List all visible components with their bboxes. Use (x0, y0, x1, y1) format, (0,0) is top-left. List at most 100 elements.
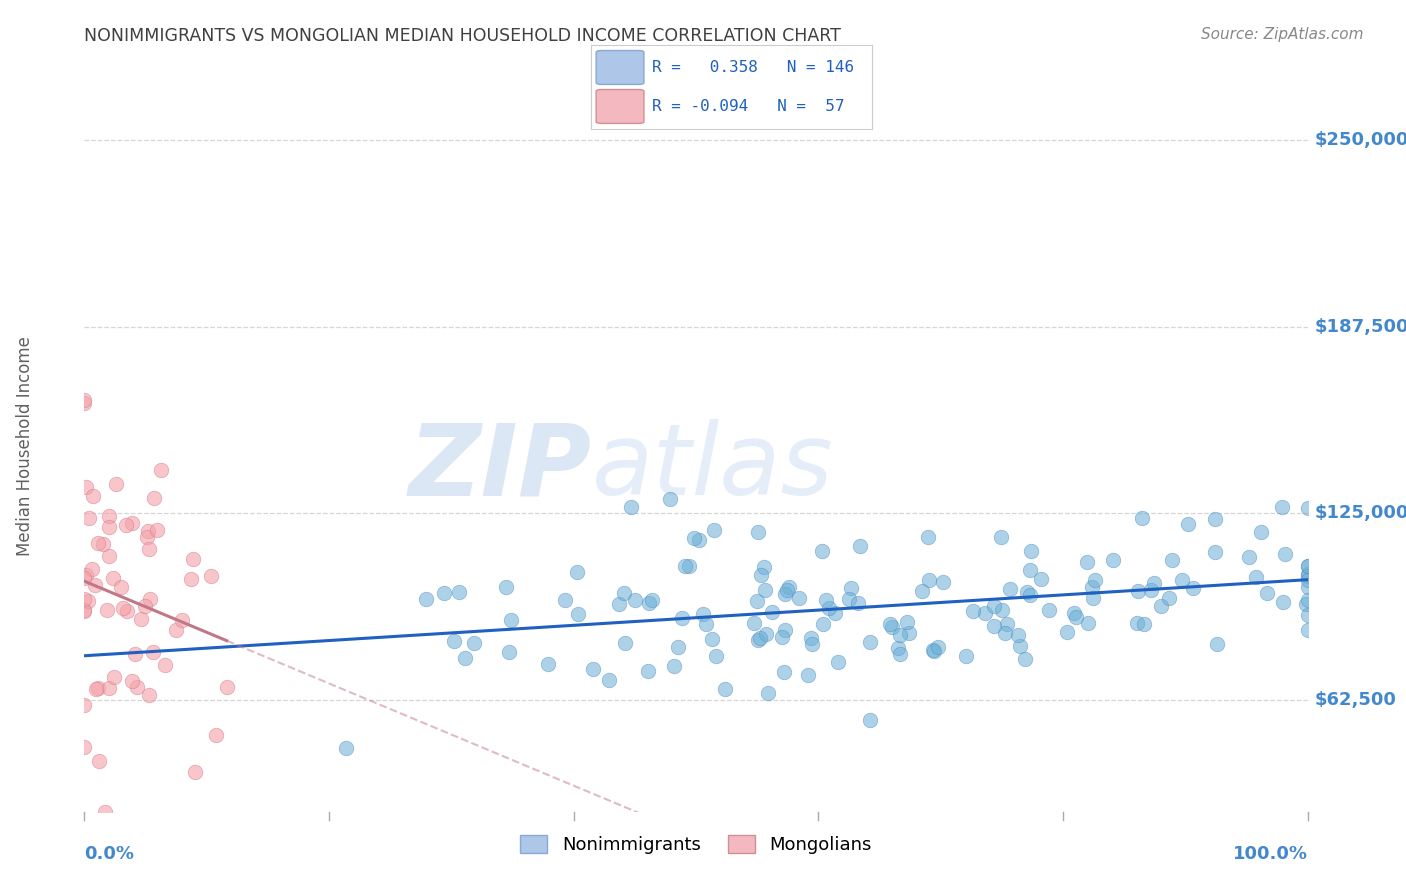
Point (1256, 585, 1278, 599)
Point (896, 615, 918, 630)
Point (200, 569, 222, 583)
Point (1296, 593, 1319, 607)
Point (75, 567, 97, 582)
Point (463, 636, 485, 650)
Point (1014, 652, 1036, 666)
Point (1130, 511, 1153, 525)
Point (754, 582, 776, 597)
Point (770, 631, 793, 645)
Point (662, 659, 685, 673)
Point (813, 617, 835, 632)
Point (927, 640, 949, 654)
Point (73, 392, 96, 407)
Point (995, 616, 1018, 631)
Point (917, 530, 939, 544)
Point (879, 617, 901, 632)
Point (983, 619, 1005, 633)
Point (82, 489, 104, 503)
Point (932, 574, 955, 589)
Point (1296, 580, 1319, 594)
Point (668, 640, 690, 654)
Point (1239, 549, 1261, 564)
Point (205, 728, 228, 742)
Point (815, 592, 838, 607)
Point (1250, 524, 1272, 539)
Point (1084, 573, 1107, 587)
Point (898, 626, 921, 640)
Point (1296, 500, 1319, 515)
Point (498, 645, 520, 659)
Point (1077, 615, 1099, 630)
Point (1246, 570, 1268, 584)
Point (73, 571, 96, 585)
Point (134, 599, 156, 614)
Point (1126, 584, 1149, 599)
Point (1204, 544, 1226, 558)
Point (138, 592, 160, 607)
Point (1007, 628, 1029, 642)
Point (756, 686, 779, 700)
Point (84, 578, 107, 592)
Point (146, 523, 169, 537)
Point (1157, 591, 1180, 606)
Point (1160, 553, 1182, 567)
Point (678, 558, 700, 573)
Point (859, 713, 882, 727)
Point (443, 633, 465, 648)
Point (703, 523, 725, 537)
Point (98, 681, 121, 695)
Point (94, 805, 117, 819)
Point (86, 681, 108, 695)
Point (911, 584, 934, 599)
Text: R = -0.094   N =  57: R = -0.094 N = 57 (652, 99, 845, 114)
Point (640, 592, 662, 607)
Text: $250,000: $250,000 (1315, 131, 1406, 149)
Point (973, 606, 995, 620)
Point (121, 674, 143, 689)
Point (183, 552, 205, 566)
Point (77, 511, 100, 525)
Point (683, 531, 706, 545)
Point (103, 670, 125, 684)
Point (748, 631, 770, 645)
Point (165, 623, 187, 637)
Point (1295, 598, 1317, 612)
Point (499, 613, 522, 627)
Point (773, 587, 796, 601)
Point (433, 586, 456, 600)
Point (658, 492, 681, 507)
Point (97, 549, 120, 564)
Point (889, 628, 911, 642)
Text: 0.0%: 0.0% (84, 845, 135, 863)
Point (827, 655, 849, 669)
Point (921, 643, 943, 657)
Point (747, 524, 769, 539)
Point (607, 597, 630, 611)
Point (706, 649, 728, 664)
Point (598, 673, 620, 687)
Point (1296, 573, 1319, 587)
Point (702, 632, 724, 646)
Point (637, 664, 659, 678)
Point (105, 477, 128, 491)
Point (129, 612, 152, 626)
Point (170, 613, 193, 627)
Point (215, 680, 238, 694)
Point (537, 657, 560, 672)
Text: ZIP: ZIP (409, 419, 592, 516)
Point (582, 662, 605, 676)
Text: NONIMMIGRANTS VS MONGOLIAN MEDIAN HOUSEHOLD INCOME CORRELATION CHART: NONIMMIGRANTS VS MONGOLIAN MEDIAN HOUSEH… (84, 27, 841, 45)
Point (567, 607, 589, 621)
Point (886, 641, 908, 656)
Point (1296, 566, 1319, 581)
Point (749, 567, 772, 582)
Point (778, 580, 800, 594)
Point (1296, 569, 1319, 583)
Point (752, 560, 775, 574)
Point (1080, 580, 1102, 594)
Point (761, 605, 783, 619)
Point (87, 535, 110, 549)
Point (692, 607, 714, 621)
Point (889, 647, 911, 661)
Point (773, 623, 796, 637)
